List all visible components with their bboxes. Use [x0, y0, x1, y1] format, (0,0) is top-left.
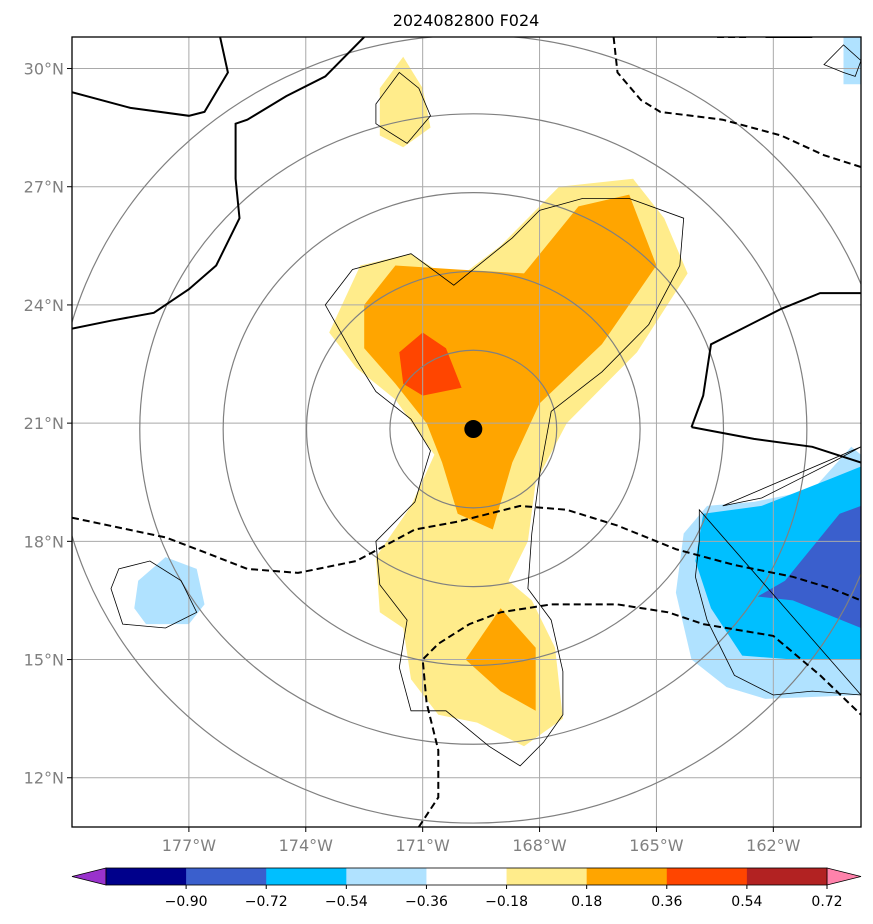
colorbar-segment-7 [667, 868, 748, 885]
colorbar-tick-label-7: 0.54 [731, 894, 762, 910]
colorbar-extend-low [72, 868, 106, 885]
y-tick-label-1: 15°N [24, 651, 64, 670]
y-tick-label-2: 18°N [24, 532, 64, 551]
colorbar-segment-2 [266, 868, 347, 885]
y-tick-label-4: 24°N [24, 296, 64, 315]
colorbar-tick-label-3: −0.36 [405, 894, 448, 910]
colorbar-tick-label-4: −0.18 [485, 894, 528, 910]
x-tick-label-4: 165°W [629, 836, 684, 855]
y-axis-ticks: 12°N 15°N 18°N 21°N 24°N 27°N 30°N [24, 60, 72, 788]
y-tick-label-0: 12°N [24, 769, 64, 788]
colorbar-tick-label-8: 0.72 [811, 894, 842, 910]
x-tick-label-5: 162°W [746, 836, 801, 855]
colorbar-segment-6 [587, 868, 668, 885]
y-tick-label-5: 27°N [24, 178, 64, 197]
map-area [56, 29, 873, 827]
y-tick-label-6: 30°N [24, 60, 64, 79]
colorbar-tick-label-2: −0.54 [325, 894, 368, 910]
x-tick-label-2: 171°W [395, 836, 450, 855]
colorbar-segment-8 [747, 868, 828, 885]
colorbar-segment-4 [426, 868, 507, 885]
colorbar: −0.90 −0.72 −0.54 −0.36 −0.18 0.18 0.36 0.54 0.7… [72, 868, 873, 910]
y-tick-label-3: 21°N [24, 414, 64, 433]
colorbar-segment-0 [106, 868, 187, 885]
colorbar-segment-3 [346, 868, 427, 885]
colorbar-tick-label-0: −0.90 [165, 894, 208, 910]
colorbar-extend-high [827, 868, 861, 885]
colorbar-segment-1 [186, 868, 267, 885]
colorbar-segment-5 [507, 868, 588, 885]
colorbar-tick-label-5: 0.18 [571, 894, 602, 910]
x-tick-label-3: 168°W [512, 836, 567, 855]
x-tick-label-1: 174°W [279, 836, 334, 855]
chart-title: 2024082800 F024 [393, 11, 540, 30]
x-axis-ticks: 177°W 174°W 171°W 168°W 165°W 162°W [162, 827, 801, 855]
colorbar-tick-label-6: 0.36 [651, 894, 682, 910]
storm-center-marker [464, 420, 482, 438]
colorbar-tick-label-1: −0.72 [245, 894, 288, 910]
x-tick-label-0: 177°W [162, 836, 217, 855]
